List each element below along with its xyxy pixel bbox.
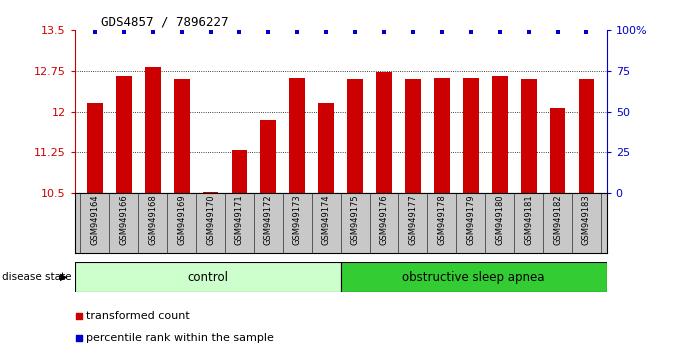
Point: [147, 29, 158, 35]
Text: GDS4857 / 7896227: GDS4857 / 7896227: [101, 16, 229, 29]
Text: obstructive sleep apnea: obstructive sleep apnea: [402, 270, 545, 284]
Point: [234, 29, 245, 35]
Point: [73, 335, 84, 341]
Text: GSM949169: GSM949169: [177, 195, 186, 245]
Bar: [341, 262, 607, 292]
Text: GSM949168: GSM949168: [148, 195, 158, 245]
Text: GSM949174: GSM949174: [322, 195, 331, 245]
Point: [465, 29, 476, 35]
Text: GSM949171: GSM949171: [235, 195, 244, 245]
Text: ▶: ▶: [60, 272, 68, 282]
Point: [494, 29, 505, 35]
Text: GSM949170: GSM949170: [206, 195, 215, 245]
Text: GSM949175: GSM949175: [350, 195, 359, 245]
Text: GSM949172: GSM949172: [264, 195, 273, 245]
Bar: [173, 79, 189, 193]
Text: GSM949178: GSM949178: [437, 195, 446, 245]
Text: control: control: [187, 270, 228, 284]
Bar: [116, 76, 132, 193]
Point: [436, 29, 447, 35]
Point: [118, 29, 129, 35]
Bar: [434, 78, 450, 193]
Text: percentile rank within the sample: percentile rank within the sample: [86, 332, 274, 343]
Point: [350, 29, 361, 35]
Point: [263, 29, 274, 35]
Bar: [290, 78, 305, 193]
Text: GSM949182: GSM949182: [553, 195, 562, 245]
Bar: [578, 79, 594, 193]
Text: GSM949181: GSM949181: [524, 195, 533, 245]
Point: [379, 29, 390, 35]
Point: [89, 29, 100, 35]
Bar: [87, 103, 103, 193]
Point: [408, 29, 419, 35]
Bar: [347, 79, 363, 193]
Bar: [549, 108, 565, 193]
Point: [581, 29, 592, 35]
Bar: [521, 79, 537, 193]
Text: GSM949177: GSM949177: [408, 195, 417, 245]
Bar: [463, 78, 479, 193]
Bar: [261, 120, 276, 193]
Bar: [75, 262, 341, 292]
Text: GSM949176: GSM949176: [379, 195, 388, 245]
Text: GSM949183: GSM949183: [582, 195, 591, 245]
Bar: [376, 73, 392, 193]
Bar: [144, 67, 160, 193]
Point: [552, 29, 563, 35]
Text: GSM949173: GSM949173: [293, 195, 302, 245]
Text: GSM949179: GSM949179: [466, 195, 475, 245]
Text: transformed count: transformed count: [86, 311, 190, 321]
Bar: [405, 79, 421, 193]
Text: disease state: disease state: [2, 272, 72, 282]
Bar: [202, 192, 218, 193]
Bar: [231, 149, 247, 193]
Point: [205, 29, 216, 35]
Point: [73, 314, 84, 319]
Bar: [319, 103, 334, 193]
Text: GSM949180: GSM949180: [495, 195, 504, 245]
Point: [176, 29, 187, 35]
Point: [321, 29, 332, 35]
Point: [292, 29, 303, 35]
Text: GSM949164: GSM949164: [91, 195, 100, 245]
Point: [523, 29, 534, 35]
Text: GSM949166: GSM949166: [120, 195, 129, 245]
Bar: [492, 76, 508, 193]
